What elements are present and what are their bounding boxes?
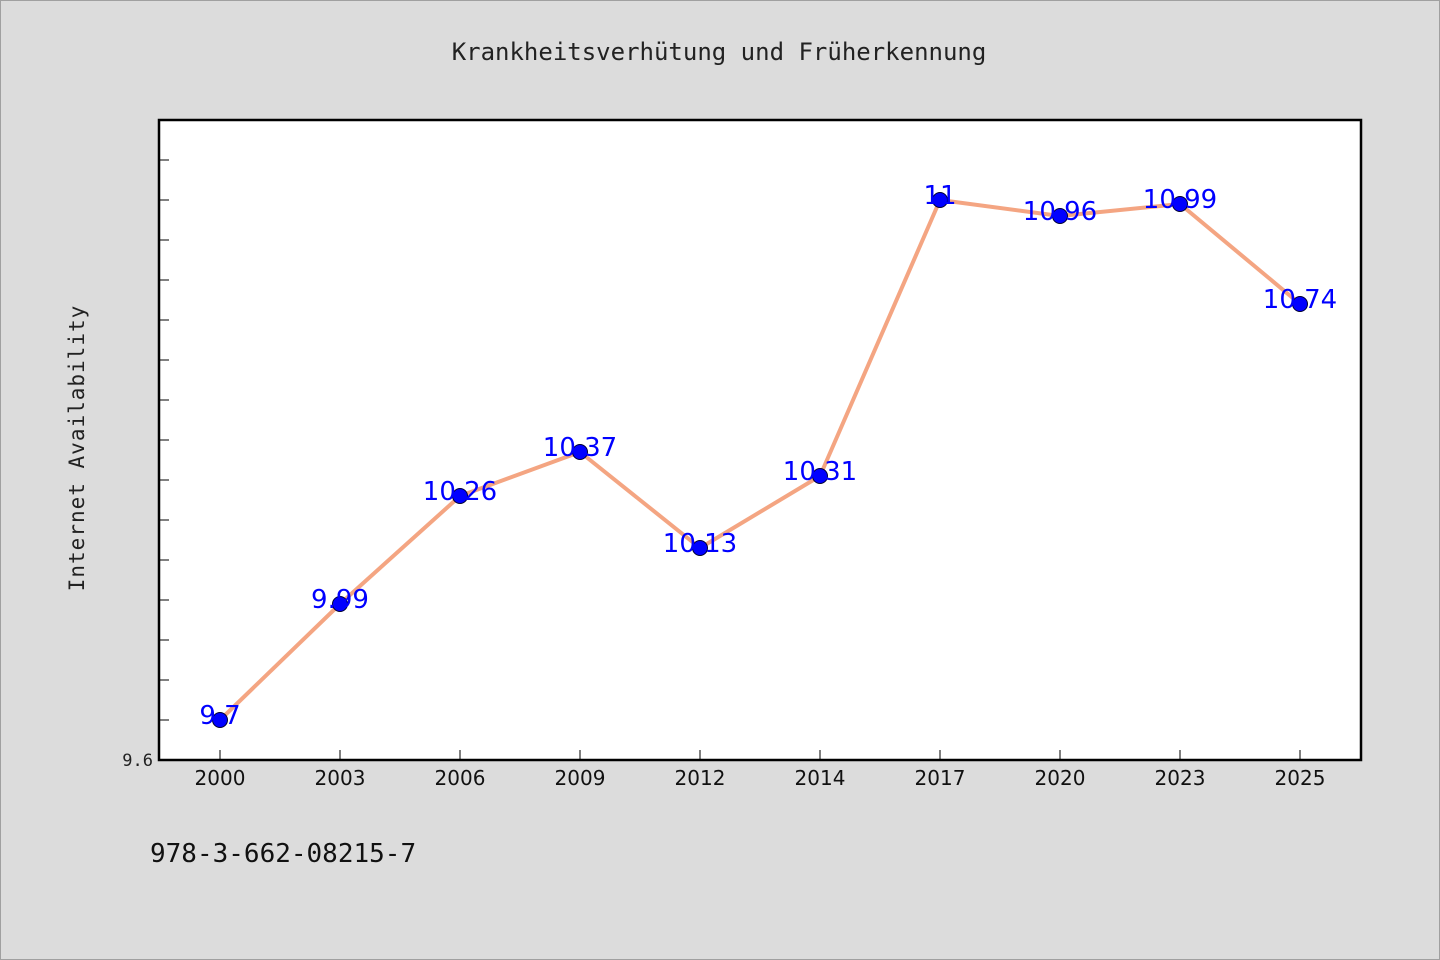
data-point: [1052, 208, 1068, 224]
data-point: [572, 444, 588, 460]
x-tick-label: 2025: [1275, 766, 1326, 790]
data-point: [812, 468, 828, 484]
y-tick-label: 9.6: [122, 751, 153, 771]
data-label: 10.96: [1023, 197, 1097, 227]
data-point: [932, 192, 948, 208]
data-label: 10.99: [1143, 185, 1217, 215]
data-label: 9.99: [311, 585, 369, 615]
data-label: 10.13: [663, 529, 737, 559]
x-tick-label: 2017: [915, 766, 966, 790]
data-label: 10.74: [1263, 285, 1337, 315]
data-point: [452, 488, 468, 504]
x-tick-label: 2003: [315, 766, 366, 790]
x-tick-label: 2020: [1035, 766, 1086, 790]
series-group: 9.7 9.99 10.26 10.37 10.13 10.31 11 10.96 10.99 1…: [199, 181, 1337, 731]
isbn-footer: 978-3-662-08215-7: [150, 839, 416, 869]
x-tick-label: 2009: [555, 766, 606, 790]
data-label: 10.37: [543, 433, 617, 463]
data-point: [332, 596, 348, 612]
x-tick-label: 2006: [435, 766, 486, 790]
y-axis-label: Internet Availability: [65, 305, 89, 592]
series-line: [218, 198, 1302, 722]
data-label: 9.7: [199, 701, 240, 731]
x-tick-label: 2014: [795, 766, 846, 790]
y-axis-ticks: 9.6: [122, 119, 169, 771]
chart-title: Krankheitsverhütung und Früherkennung: [452, 38, 987, 66]
data-point: [692, 540, 708, 556]
data-label: 10.26: [423, 477, 497, 507]
data-point: [1292, 296, 1308, 312]
data-label: 10.31: [783, 457, 857, 487]
data-point: [212, 712, 228, 728]
x-tick-label: 2000: [195, 766, 246, 790]
data-label: 11: [923, 181, 956, 211]
x-tick-label: 2012: [675, 766, 726, 790]
x-axis-ticks: 2000 2003 2006 2009 2012 2014 2017 2020 2023 2025: [195, 750, 1326, 790]
plot-area: [157, 118, 1363, 762]
data-point: [1172, 196, 1188, 212]
x-tick-label: 2023: [1155, 766, 1206, 790]
